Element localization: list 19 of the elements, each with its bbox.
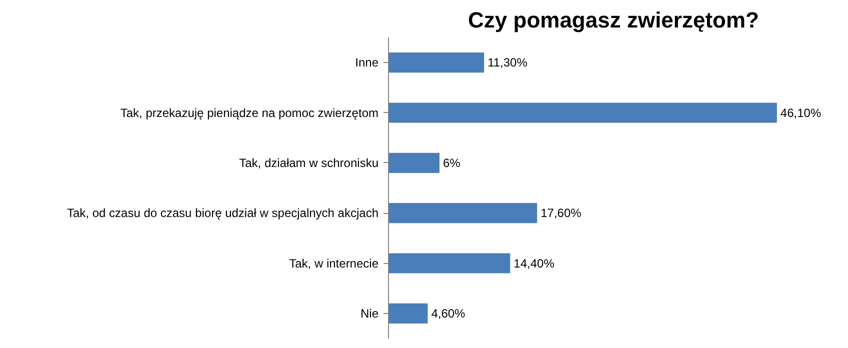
data-label: 14,40% bbox=[514, 256, 555, 270]
data-label: 46,10% bbox=[780, 106, 822, 120]
data-label: 6% bbox=[442, 156, 461, 170]
y-tick-label: Inne bbox=[355, 56, 379, 70]
data-label: 11,30% bbox=[488, 56, 528, 70]
bar bbox=[388, 253, 510, 274]
bar bbox=[388, 203, 538, 224]
y-tick-label: Tak, przekazuję pieniądze na pomoc zwierzętom bbox=[120, 106, 379, 120]
data-label: 4,60% bbox=[431, 306, 466, 320]
y-tick-label: Tak, w internecie bbox=[289, 256, 379, 270]
bar bbox=[388, 303, 428, 324]
data-label: 17,60% bbox=[540, 206, 582, 220]
bar bbox=[388, 52, 484, 73]
bar bbox=[388, 152, 440, 173]
chart-title: Czy pomagasz zwierzętom? bbox=[468, 8, 759, 32]
bar bbox=[388, 102, 777, 123]
y-tick-label: Tak, od czasu do czasu biorę udział w specjalnych akcjach bbox=[67, 206, 379, 220]
y-tick-label: Tak, działam w schronisku bbox=[239, 156, 379, 170]
y-tick-label: Nie bbox=[360, 306, 379, 320]
